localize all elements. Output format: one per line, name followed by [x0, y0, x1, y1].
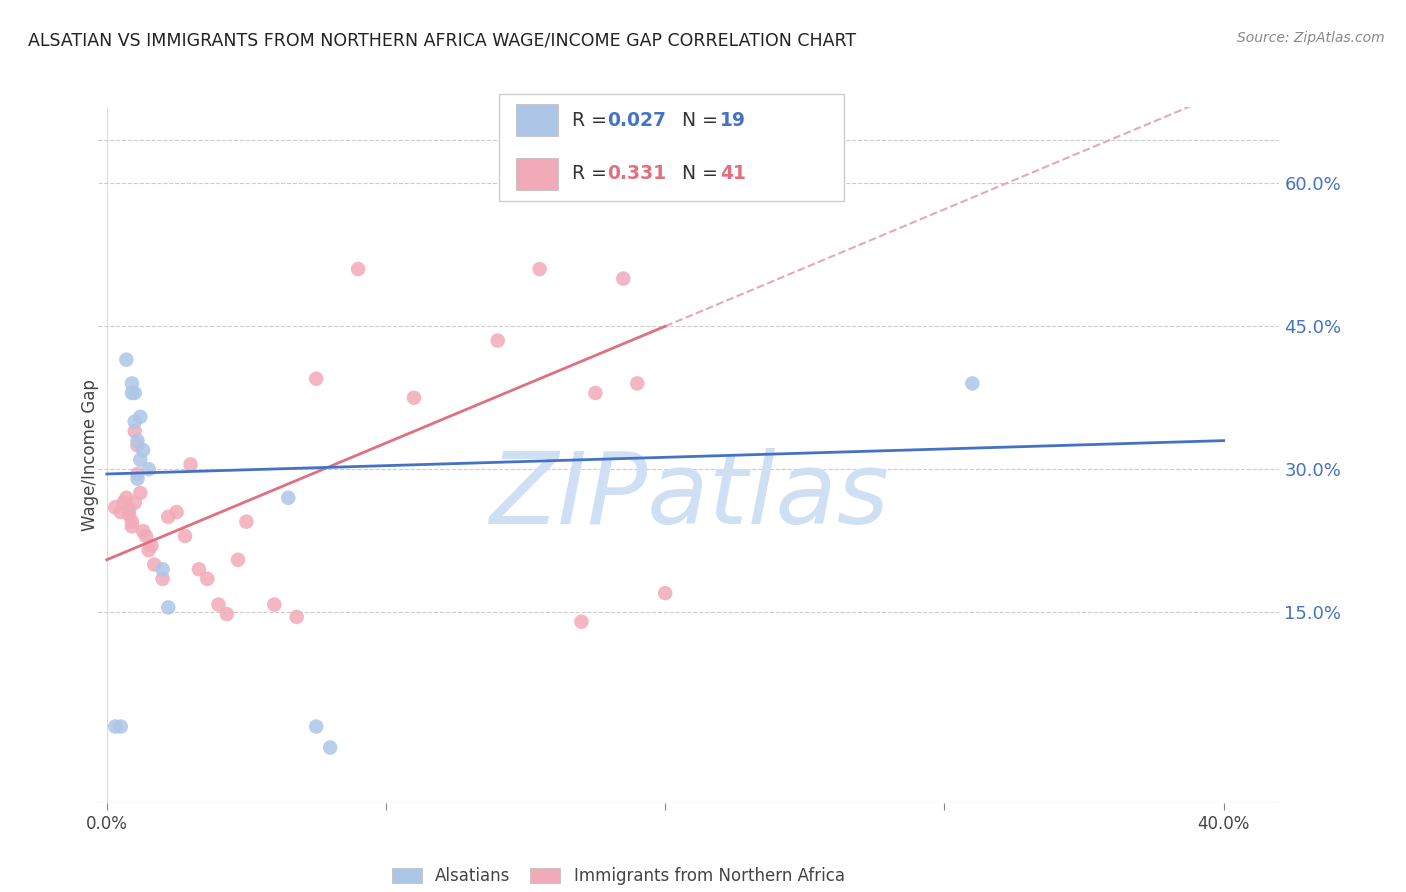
Point	[138, 543, 160, 558]
Point	[226, 553, 249, 567]
Point	[626, 376, 648, 391]
Point	[187, 562, 209, 576]
Point	[152, 562, 174, 576]
Point	[115, 352, 138, 367]
Point	[583, 386, 606, 401]
Point	[962, 376, 984, 391]
Point	[121, 519, 143, 533]
Point	[124, 415, 146, 429]
Point	[305, 720, 328, 734]
Point	[118, 508, 141, 522]
Point	[110, 720, 132, 734]
Point	[195, 572, 218, 586]
Text: 0.027: 0.027	[607, 111, 666, 130]
Point	[347, 262, 370, 277]
Point	[135, 529, 157, 543]
Point	[571, 615, 593, 629]
Point	[129, 452, 152, 467]
Point	[110, 505, 132, 519]
Text: Source: ZipAtlas.com: Source: ZipAtlas.com	[1237, 31, 1385, 45]
Point	[127, 472, 149, 486]
Text: 0.331: 0.331	[607, 164, 666, 184]
Point	[529, 262, 551, 277]
Point	[157, 600, 180, 615]
Point	[180, 458, 202, 472]
Point	[215, 607, 238, 621]
Point	[121, 386, 143, 401]
Point	[235, 515, 257, 529]
Text: 41: 41	[720, 164, 745, 184]
Text: N =: N =	[664, 111, 724, 130]
Text: R =: R =	[572, 111, 613, 130]
Point	[207, 598, 229, 612]
Point	[138, 462, 160, 476]
Point	[127, 438, 149, 452]
Point	[124, 495, 146, 509]
Text: ALSATIAN VS IMMIGRANTS FROM NORTHERN AFRICA WAGE/INCOME GAP CORRELATION CHART: ALSATIAN VS IMMIGRANTS FROM NORTHERN AFR…	[28, 31, 856, 49]
Point	[612, 271, 634, 285]
Point	[157, 509, 180, 524]
Point	[141, 539, 163, 553]
Y-axis label: Wage/Income Gap: Wage/Income Gap	[82, 379, 98, 531]
Text: N =: N =	[664, 164, 724, 184]
Legend: Alsatians, Immigrants from Northern Africa: Alsatians, Immigrants from Northern Afri…	[391, 867, 845, 885]
Point	[654, 586, 676, 600]
Point	[305, 372, 328, 386]
Point	[129, 486, 152, 500]
Point	[263, 598, 285, 612]
Point	[132, 443, 155, 458]
Point	[124, 386, 146, 401]
Point	[319, 740, 342, 755]
Point	[127, 434, 149, 448]
Point	[132, 524, 155, 538]
Point	[121, 376, 143, 391]
Point	[112, 495, 135, 509]
Point	[124, 424, 146, 438]
Point	[402, 391, 425, 405]
Point	[277, 491, 299, 505]
Point	[166, 505, 188, 519]
Point	[129, 409, 152, 424]
Text: ZIPatlas: ZIPatlas	[489, 448, 889, 545]
Point	[118, 502, 141, 516]
Point	[115, 491, 138, 505]
Text: R =: R =	[572, 164, 613, 184]
Point	[104, 500, 127, 515]
Point	[143, 558, 166, 572]
Point	[121, 515, 143, 529]
Point	[285, 610, 308, 624]
Point	[486, 334, 509, 348]
Point	[127, 467, 149, 481]
Point	[152, 572, 174, 586]
Point	[104, 720, 127, 734]
Point	[174, 529, 197, 543]
Text: 19: 19	[720, 111, 745, 130]
